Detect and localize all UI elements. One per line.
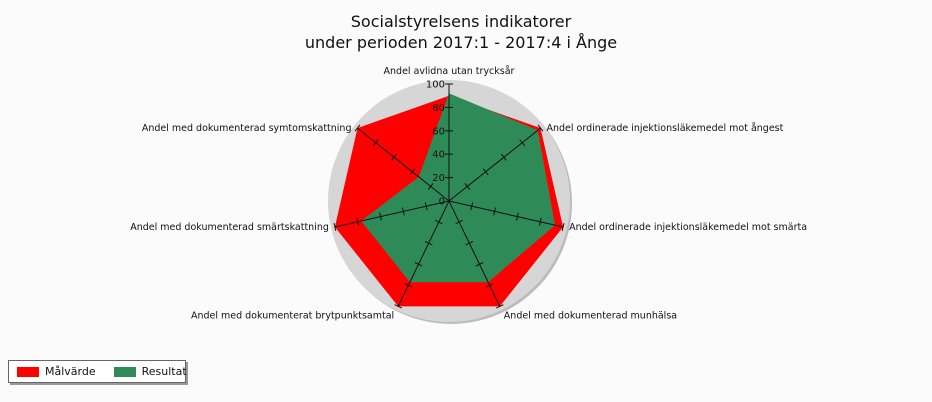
category-label-2: Andel ordinerade injektionsläkemedel mot… <box>569 222 807 233</box>
axis-tick-5-4 <box>356 217 360 226</box>
legend-item-resultat: Resultat <box>113 365 187 378</box>
axis-tick-6-5 <box>354 124 361 132</box>
category-label-1: Andel ordinerade injektionsläkemedel mot… <box>547 123 784 134</box>
axis-line-4 <box>397 200 450 307</box>
axis-tick-5-5 <box>333 222 337 232</box>
axis-tick-5-3 <box>379 212 382 221</box>
axis-line-2 <box>448 200 564 228</box>
axis-tick-4-2 <box>424 240 433 246</box>
axis-tick-3-2 <box>465 240 474 246</box>
tick-label-40: 40 <box>432 150 445 161</box>
axis-tick-2-1 <box>470 202 474 211</box>
axis-tick-2-3 <box>516 212 519 221</box>
legend-swatch-malvarde <box>17 366 39 377</box>
axis-tick-1-3 <box>501 153 507 161</box>
legend: Målvärde Resultat <box>8 360 187 383</box>
tick-label-80: 80 <box>432 103 445 114</box>
axis-tick-3-3 <box>475 262 484 267</box>
axes-layer <box>333 83 565 309</box>
tick-label-0: 0 <box>439 197 445 208</box>
category-label-3: Andel med dokumenterad munhälsa <box>504 310 677 321</box>
axis-tick-1-1 <box>464 182 471 190</box>
category-label-4: Andel med dokumenterat brytpunktsamtal <box>191 310 394 321</box>
axis-tick-1-2 <box>482 168 489 176</box>
axis-tick-2-5 <box>561 222 565 232</box>
axis-tick-6-4 <box>372 139 379 147</box>
axis-tick-4-1 <box>434 219 443 225</box>
axis-tick-2-4 <box>538 217 542 226</box>
labels-layer: 0 20 40 60 80 100 Andel avlidna utan trycksår A… <box>130 66 807 321</box>
category-label-5: Andel med dokumenterad smärtskattning <box>130 222 329 233</box>
series-polygon-resultat <box>361 93 556 283</box>
legend-label-resultat: Resultat <box>141 365 187 378</box>
axis-tick-5-2 <box>402 207 405 216</box>
category-label-0: Andel avlidna utan trycksår <box>384 66 515 77</box>
axis-line-5 <box>334 200 450 228</box>
legend-swatch-resultat <box>113 366 136 377</box>
legend-item-malvarde: Målvärde <box>17 365 96 378</box>
axis-tick-4-4 <box>404 283 413 288</box>
axis-tick-6-3 <box>391 153 397 161</box>
axis-tick-1-4 <box>519 139 526 147</box>
axis-line-1 <box>448 127 541 202</box>
tick-label-20: 20 <box>432 173 445 184</box>
axis-tick-1-5 <box>537 124 544 132</box>
legend-label-malvarde: Målvärde <box>45 365 96 378</box>
axis-tick-6-2 <box>409 168 416 176</box>
axis-tick-3-1 <box>455 219 464 225</box>
axis-tick-4-3 <box>414 262 423 267</box>
axis-tick-3-5 <box>495 304 504 309</box>
chart-title-line-2: under perioden 2017:1 - 2017:4 i Ånge <box>305 33 617 52</box>
category-label-6: Andel med dokumenterad symtomskattning <box>142 123 352 134</box>
axis-tick-6-1 <box>427 182 434 190</box>
chart-title-line-1: Socialstyrelsens indikatorer <box>351 12 572 31</box>
axis-tick-4-5 <box>394 304 403 309</box>
axis-line-3 <box>448 200 501 307</box>
axis-line-6 <box>357 127 450 202</box>
axis-tick-5-1 <box>424 202 428 211</box>
tick-label-100: 100 <box>426 80 445 91</box>
axis-tick-2-2 <box>493 207 496 216</box>
axis-tick-3-4 <box>485 283 494 288</box>
tick-label-60: 60 <box>432 126 445 137</box>
